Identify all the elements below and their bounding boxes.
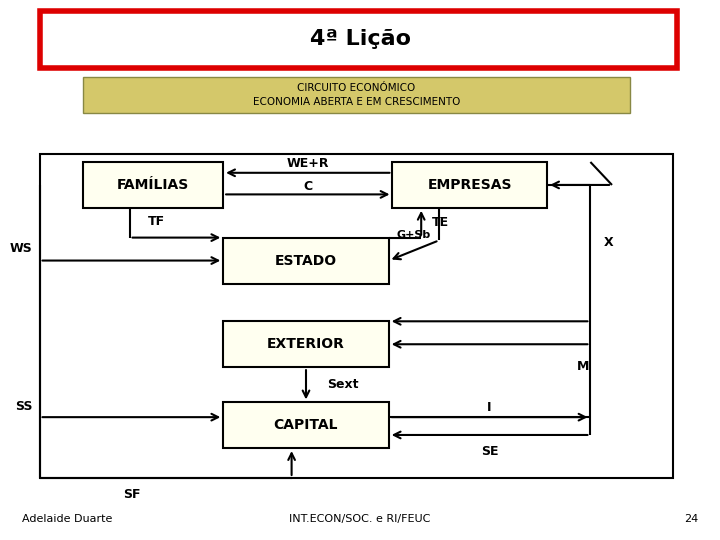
Text: G+Sb: G+Sb [396,230,431,240]
Text: WS: WS [9,242,32,255]
Text: INT.ECON/SOC. e RI/FEUC: INT.ECON/SOC. e RI/FEUC [289,514,431,524]
Text: SF: SF [122,488,140,501]
Text: CIRCUITO ECONÓMICO
ECONOMIA ABERTA E EM CRESCIMENTO: CIRCUITO ECONÓMICO ECONOMIA ABERTA E EM … [253,83,460,107]
Text: ESTADO: ESTADO [275,254,337,267]
Text: FAMÍLIAS: FAMÍLIAS [117,178,189,192]
FancyBboxPatch shape [392,162,547,208]
Text: SS: SS [15,400,32,413]
Text: TF: TF [148,215,165,228]
FancyBboxPatch shape [40,11,677,68]
Text: 24: 24 [684,514,698,524]
Text: M: M [577,361,590,374]
Text: X: X [603,236,613,249]
Text: Adelaide Duarte: Adelaide Duarte [22,514,112,524]
FancyBboxPatch shape [223,321,389,367]
FancyBboxPatch shape [83,162,223,208]
FancyBboxPatch shape [223,402,389,448]
Text: SE: SE [481,444,498,458]
Text: EXTERIOR: EXTERIOR [267,338,345,351]
FancyBboxPatch shape [223,238,389,284]
Text: 4ª Lição: 4ª Lição [310,29,410,49]
Text: EMPRESAS: EMPRESAS [428,178,512,192]
FancyBboxPatch shape [83,77,630,113]
Text: CAPITAL: CAPITAL [274,418,338,432]
Text: C: C [303,180,312,193]
Text: Sext: Sext [328,378,359,392]
Text: I: I [487,401,492,414]
Text: WE+R: WE+R [287,157,329,170]
Text: TE: TE [432,216,449,229]
